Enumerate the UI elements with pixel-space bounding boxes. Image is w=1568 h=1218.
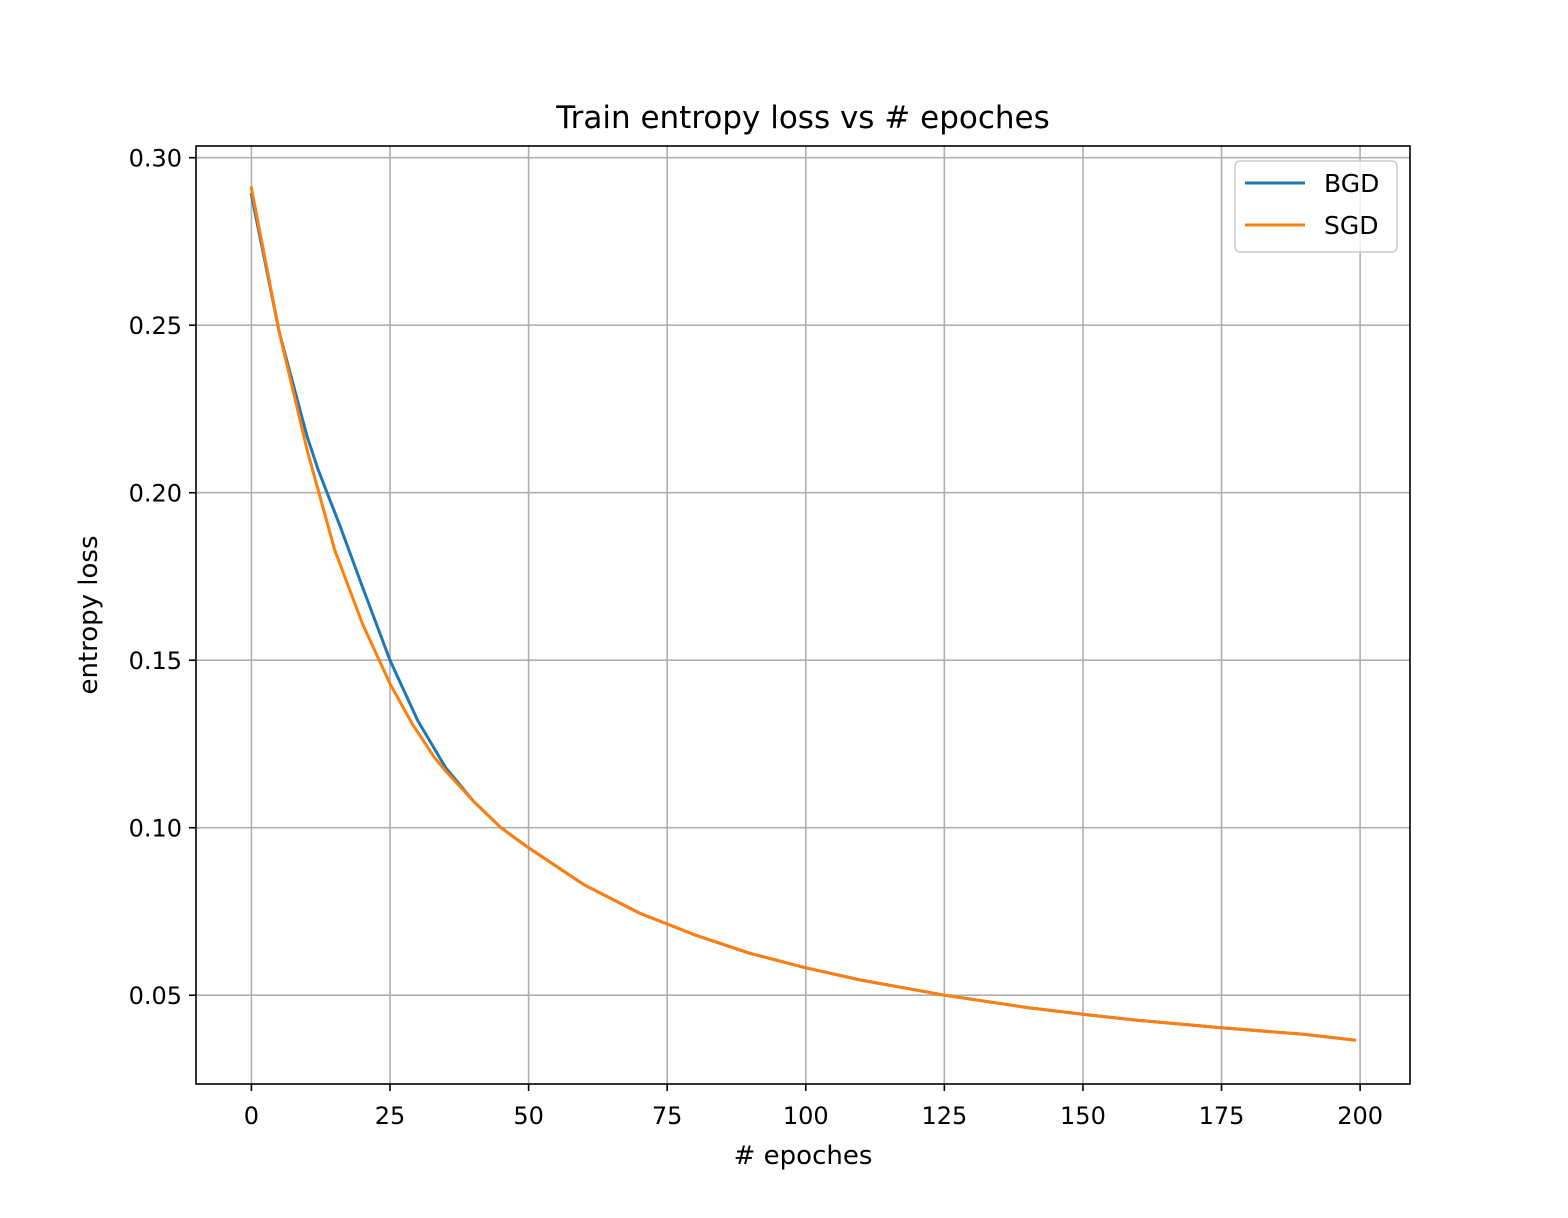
x-tick-label: 200: [1337, 1102, 1383, 1130]
x-tick-label: 0: [244, 1102, 259, 1130]
series-group: [249, 186, 1357, 1042]
x-tick-label: 100: [783, 1102, 829, 1130]
x-tick-label: 150: [1060, 1102, 1106, 1130]
legend: BGD SGD: [1234, 160, 1398, 253]
y-axis-label: entropy loss: [74, 535, 104, 694]
x-tick-label: 25: [375, 1102, 406, 1130]
legend-sgd-label: SGD: [1324, 211, 1379, 240]
y-tick-label: 0.10: [129, 815, 182, 843]
chart-title: Train entropy loss vs # epoches: [555, 100, 1050, 136]
x-tick-label: 175: [1199, 1102, 1245, 1130]
x-axis-label: # epoches: [734, 1141, 873, 1171]
y-tick-label: 0.20: [129, 480, 182, 508]
legend-bgd-label: BGD: [1324, 169, 1379, 198]
grid-lines: [196, 146, 1410, 1084]
y-tick-label: 0.25: [129, 312, 182, 340]
x-tick-label: 75: [652, 1102, 683, 1130]
x-tick-label: 50: [513, 1102, 544, 1130]
plot-frame: [195, 145, 1411, 1085]
y-tick-label: 0.05: [129, 982, 182, 1010]
x-tick-label: 125: [921, 1102, 967, 1130]
x-axis-ticks: 0 25 50 75 100 125 150 175 200: [244, 1084, 1383, 1130]
y-axis-ticks: 0.05 0.10 0.15 0.20 0.25 0.30: [129, 145, 196, 1010]
y-tick-label: 0.30: [129, 145, 182, 173]
series-line-sgd: [249, 186, 1357, 1042]
y-tick-label: 0.15: [129, 647, 182, 675]
